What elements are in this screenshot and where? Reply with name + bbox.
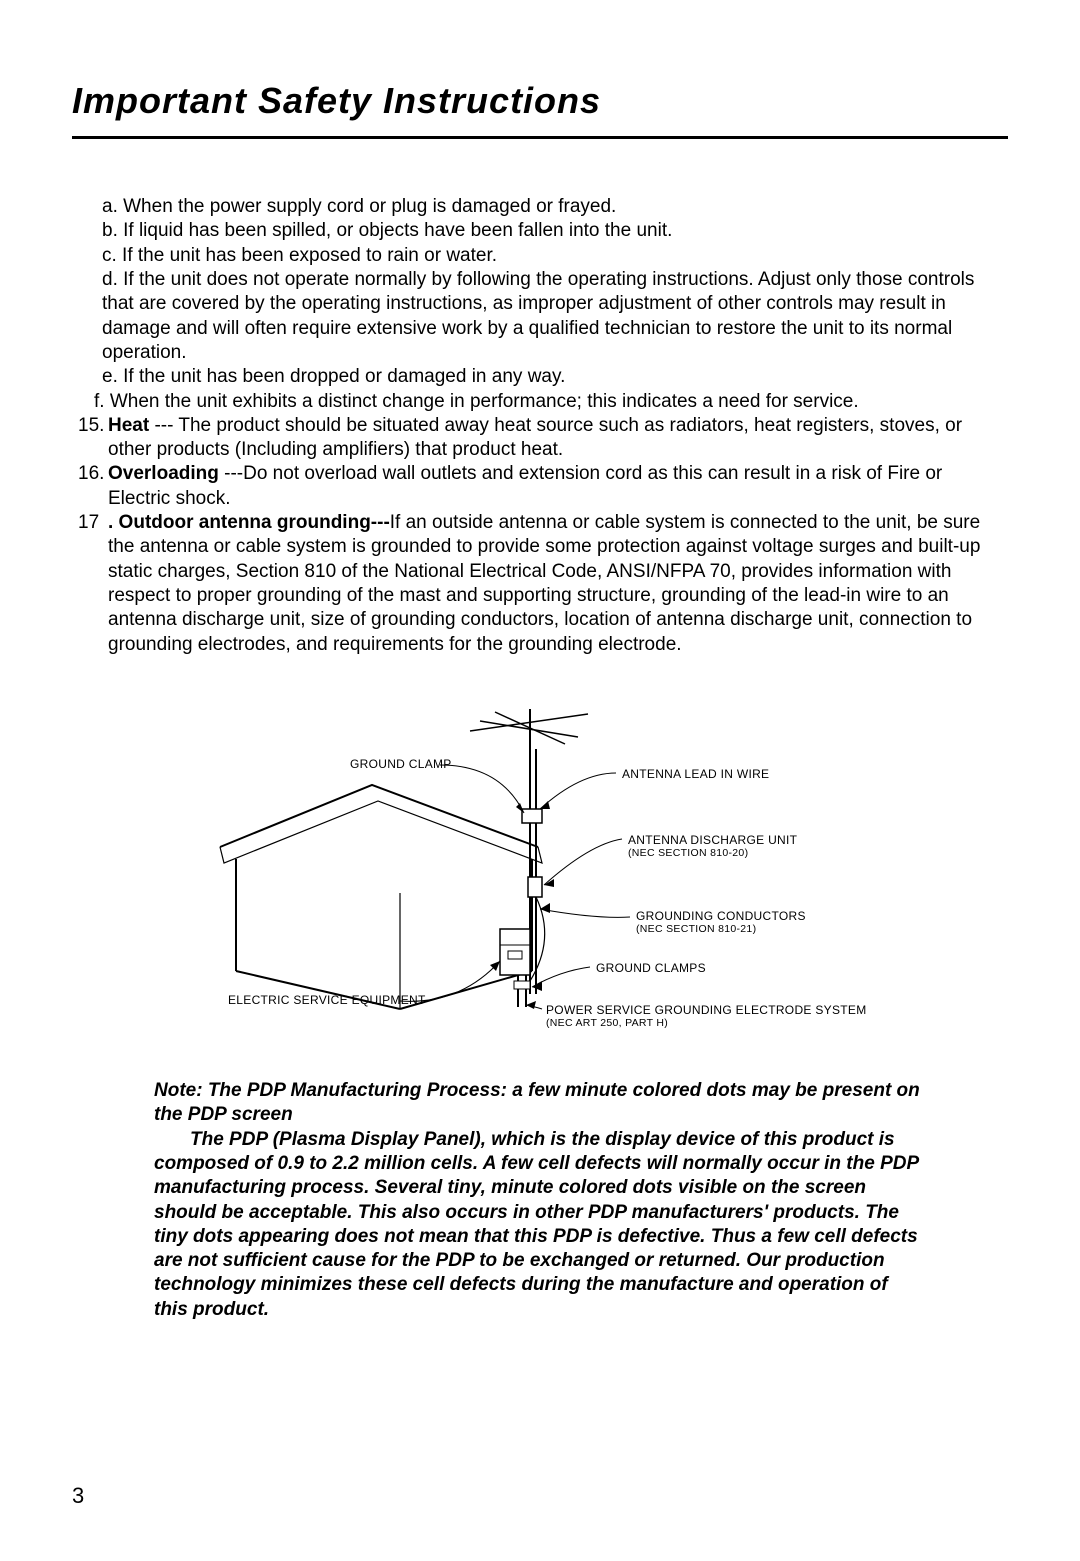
note-block: Note: The PDP Manufacturing Process: a f…	[72, 1079, 1008, 1128]
label-ground-clamp: GROUND CLAMP	[350, 757, 452, 771]
label-power-service: POWER SERVICE GROUNDING ELECTRODE SYSTEM	[546, 1003, 867, 1017]
note-body: The PDP (Plasma Display Panel), which is…	[72, 1128, 1008, 1323]
list-item: a. When the power supply cord or plug is…	[72, 195, 1008, 219]
bold-label: Overloading	[108, 463, 219, 484]
list-item: c. If the unit has been exposed to rain …	[72, 244, 1008, 268]
list-text: Heat --- The product should be situated …	[108, 414, 1008, 463]
list-text: d. If the unit does not operate normally…	[102, 268, 1008, 365]
list-item: b. If liquid has been spilled, or object…	[72, 219, 1008, 243]
plain-text: If an outside antenna or cable system is…	[108, 512, 980, 655]
list-text: f. When the unit exhibits a distinct cha…	[94, 390, 1008, 414]
list-text: a. When the power supply cord or plug is…	[102, 195, 1008, 219]
list-item: 16. Overloading ---Do not overload wall …	[72, 462, 1008, 511]
list-text: e. If the unit has been dropped or damag…	[102, 365, 1008, 389]
list-text: c. If the unit has been exposed to rain …	[102, 244, 1008, 268]
plain-text: --- The product should be situated away …	[108, 415, 962, 460]
label-antenna-discharge: ANTENNA DISCHARGE UNIT	[628, 833, 797, 847]
bold-label: . Outdoor antenna grounding---	[108, 512, 390, 533]
label-power-service-sub: (NEC ART 250, PART H)	[546, 1017, 668, 1030]
list-marker: 16.	[78, 462, 108, 511]
list-text: b. If liquid has been spilled, or object…	[102, 219, 1008, 243]
label-grounding-conductors-sub: (NEC SECTION 810-21)	[636, 923, 756, 936]
page-title: Important Safety Instructions	[72, 80, 1008, 139]
list-text: Overloading ---Do not overload wall outl…	[108, 462, 1008, 511]
label-grounding-conductors: GROUNDING CONDUCTORS	[636, 909, 806, 923]
list-marker: 15.	[78, 414, 108, 463]
list-text: . Outdoor antenna grounding---If an outs…	[108, 511, 1008, 657]
list-item: d. If the unit does not operate normally…	[72, 268, 1008, 365]
note-title: The PDP Manufacturing Process: a few min…	[154, 1080, 920, 1125]
label-antenna-lead: ANTENNA LEAD IN WIRE	[622, 767, 769, 781]
list-item: 17 . Outdoor antenna grounding---If an o…	[72, 511, 1008, 657]
diagram-svg	[200, 709, 880, 1039]
page-number: 3	[72, 1483, 84, 1509]
plain-text: ---Do not overload wall outlets and exte…	[108, 463, 942, 508]
list-item: e. If the unit has been dropped or damag…	[72, 365, 1008, 389]
list-marker: 17	[78, 511, 108, 657]
list-item: 15. Heat --- The product should be situa…	[72, 414, 1008, 463]
list-item: f. When the unit exhibits a distinct cha…	[72, 390, 1008, 414]
diagram-container: GROUND CLAMP ANTENNA LEAD IN WIRE ANTENN…	[72, 709, 1008, 1039]
grounding-diagram: GROUND CLAMP ANTENNA LEAD IN WIRE ANTENN…	[200, 709, 880, 1039]
label-antenna-discharge-sub: (NEC SECTION 810-20)	[628, 847, 748, 860]
note-body-text: The PDP (Plasma Display Panel), which is…	[154, 1129, 918, 1320]
label-electric-service: ELECTRIC SERVICE EQUIPMENT	[228, 993, 426, 1007]
body-text: a. When the power supply cord or plug is…	[72, 195, 1008, 657]
bold-label: Heat	[108, 415, 149, 436]
note-lead: Note:	[154, 1080, 208, 1101]
label-ground-clamps: GROUND CLAMPS	[596, 961, 706, 975]
